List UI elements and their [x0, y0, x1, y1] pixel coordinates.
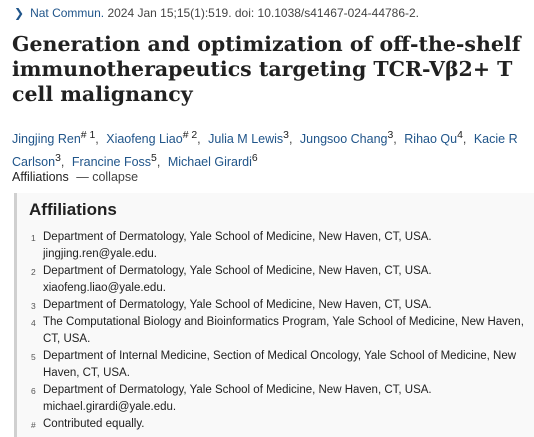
author-separator: , [197, 132, 200, 146]
affiliation-item: 2 Department of Dermatology, Yale School … [17, 263, 534, 297]
affiliation-text: Contributed equally. [43, 416, 534, 433]
affiliation-item: 5 Department of Internal Medicine, Sectio… [17, 348, 534, 382]
affiliations-panel: Affiliations 1 Department of Dermatology,… [14, 193, 534, 437]
affiliation-text: Department of Dermatology, Yale School o… [43, 382, 534, 399]
author-link[interactable]: Rihao Qu [404, 132, 457, 146]
author-link[interactable]: Xiaofeng Liao [106, 132, 182, 146]
author-separator: , [393, 132, 396, 146]
collapse-link[interactable]: — collapse [76, 170, 138, 184]
affiliation-number: 2 [31, 264, 36, 281]
citation-line: ❯ Nat Commun. 2024 Jan 15;15(1):519. doi:… [14, 6, 419, 20]
author-separator: , [463, 132, 466, 146]
affiliation-number: 1 [31, 230, 36, 247]
affiliation-text: Department of Internal Medicine, Section… [43, 348, 534, 382]
affiliations-toggle[interactable]: Affiliations — collapse [12, 170, 138, 184]
affiliation-number: 3 [31, 298, 36, 315]
chevron-right-icon[interactable]: ❯ [14, 6, 24, 20]
author-affiliation-marker[interactable]: 3 [55, 153, 61, 164]
affiliation-number: 4 [31, 315, 36, 332]
author-link[interactable]: Jungsoo Chang [300, 132, 388, 146]
author-affiliation-marker[interactable]: 4 [457, 130, 463, 141]
author-separator: , [95, 132, 98, 146]
author-affiliation-marker[interactable]: 5 [151, 153, 157, 164]
affiliation-number: # [31, 417, 36, 434]
affiliation-number: 5 [31, 349, 36, 366]
affiliation-item: 1 Department of Dermatology, Yale School … [17, 229, 534, 263]
journal-link[interactable]: Nat Commun. [30, 6, 104, 20]
author-link[interactable]: Jingjing Ren [12, 132, 81, 146]
affiliation-text: Department of Dermatology, Yale School o… [43, 297, 534, 314]
affiliation-item: 4 The Computational Biology and Bioinform… [17, 314, 534, 348]
author-affiliation-marker[interactable]: # 1 [81, 130, 95, 141]
affiliation-email: xiaofeng.liao@yale.edu. [43, 280, 534, 297]
citation-details: 2024 Jan 15;15(1):519. doi: 10.1038/s414… [107, 6, 419, 20]
affiliations-list: 1 Department of Dermatology, Yale School … [17, 229, 534, 433]
affiliation-item: # Contributed equally. [17, 416, 534, 433]
affiliations-toggle-label: Affiliations [12, 170, 69, 184]
author-list: Jingjing Ren# 1, Xiaofeng Liao# 2, Julia… [12, 126, 527, 172]
author-link[interactable]: Julia M Lewis [208, 132, 283, 146]
author-separator: , [289, 132, 292, 146]
author-separator: , [61, 155, 64, 169]
author-affiliation-marker[interactable]: # 2 [183, 130, 197, 141]
affiliation-text: Department of Dermatology, Yale School o… [43, 229, 534, 246]
affiliation-item: 3 Department of Dermatology, Yale School … [17, 297, 534, 314]
affiliations-heading: Affiliations [29, 200, 117, 220]
author-separator: , [157, 155, 160, 169]
affiliation-email: michael.girardi@yale.edu. [43, 399, 534, 416]
article-title: Generation and optimization of off-the-s… [12, 32, 527, 107]
affiliation-text: The Computational Biology and Bioinforma… [43, 314, 534, 348]
affiliation-item: 6 Department of Dermatology, Yale School … [17, 382, 534, 416]
author-link[interactable]: Michael Girardi [168, 155, 252, 169]
affiliation-number: 6 [31, 383, 36, 400]
author-affiliation-marker[interactable]: 6 [252, 153, 258, 164]
affiliation-email: jingjing.ren@yale.edu. [43, 246, 534, 263]
author-link[interactable]: Francine Foss [72, 155, 151, 169]
affiliation-text: Department of Dermatology, Yale School o… [43, 263, 534, 280]
